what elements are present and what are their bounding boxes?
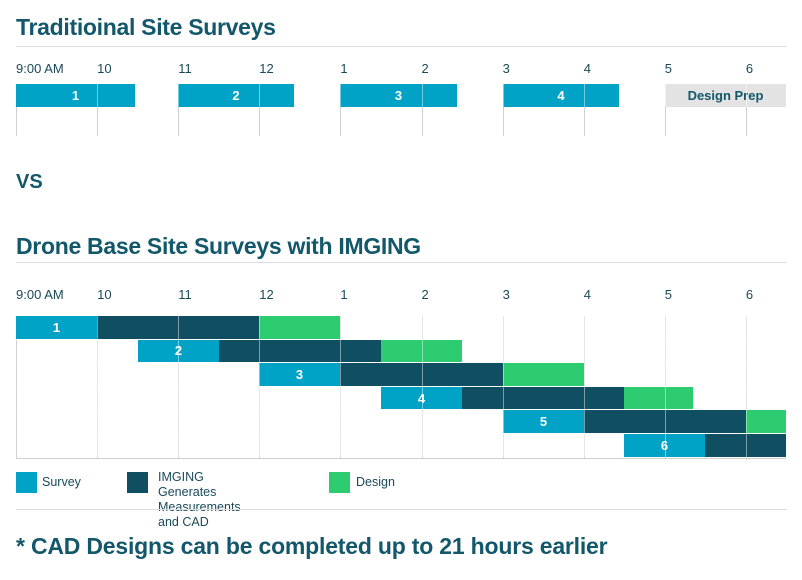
gridline bbox=[340, 316, 341, 458]
bar-survey: 4 bbox=[503, 84, 619, 107]
bar-survey: 2 bbox=[178, 84, 294, 107]
gridline bbox=[422, 84, 423, 136]
gridline-overlay bbox=[422, 84, 423, 107]
x-tick-label: 5 bbox=[664, 287, 673, 302]
bar-imging bbox=[97, 316, 259, 339]
bar-survey: 1 bbox=[16, 316, 97, 339]
x-tick-label: 1 bbox=[340, 61, 348, 76]
gridline bbox=[746, 84, 747, 136]
x-tick-label: 10 bbox=[97, 61, 112, 76]
legend-swatch-imging bbox=[127, 472, 148, 493]
traditional-title-rule bbox=[16, 46, 787, 47]
x-tick-label: 12 bbox=[259, 61, 274, 76]
drone-title-rule bbox=[16, 262, 787, 263]
x-tick-label: 2 bbox=[421, 61, 429, 76]
row-separator bbox=[16, 385, 787, 387]
gridline bbox=[340, 84, 341, 136]
x-tick-label: 3 bbox=[502, 61, 510, 76]
bar-label: 5 bbox=[539, 414, 548, 430]
gridline bbox=[16, 316, 17, 458]
bar-imging bbox=[340, 363, 503, 386]
traditional-title: Traditioinal Site Surveys bbox=[16, 14, 276, 40]
gridline bbox=[178, 84, 179, 136]
x-tick-label: 11 bbox=[178, 287, 192, 302]
bar-label: 2 bbox=[232, 88, 240, 103]
bar-imging bbox=[584, 410, 746, 433]
gridline bbox=[584, 84, 585, 136]
x-tick-label: 12 bbox=[259, 287, 274, 302]
bar-label: Design Prep bbox=[687, 88, 764, 103]
bar-imging bbox=[705, 434, 786, 457]
x-tick-label: 6 bbox=[745, 287, 754, 302]
legend-swatch-survey bbox=[16, 472, 37, 493]
row-separator bbox=[16, 409, 787, 411]
bar-survey: 1 bbox=[16, 84, 135, 107]
gridline-overlay bbox=[178, 84, 179, 107]
gridline bbox=[16, 84, 17, 136]
gridline bbox=[259, 84, 260, 136]
chart-baseline bbox=[16, 458, 787, 459]
bar-design bbox=[503, 363, 584, 386]
bar-survey: 3 bbox=[340, 84, 457, 107]
gridline bbox=[178, 316, 179, 458]
gridline-overlay bbox=[665, 84, 666, 107]
gridline bbox=[746, 316, 747, 458]
bar-design bbox=[381, 339, 462, 363]
x-tick-label: 9:00 AM bbox=[16, 287, 64, 302]
legend-label-design: Design bbox=[356, 475, 395, 489]
footer-note: * CAD Designs can be completed up to 21 … bbox=[16, 533, 608, 559]
bar-survey: 3 bbox=[259, 363, 340, 386]
gridline-overlay bbox=[503, 84, 504, 107]
row-separator bbox=[16, 362, 787, 364]
gridline-overlay bbox=[259, 84, 260, 107]
bar-survey: 2 bbox=[138, 339, 219, 363]
x-tick-label: 10 bbox=[97, 287, 112, 302]
x-tick-label: 4 bbox=[583, 287, 591, 302]
drone-title: Drone Base Site Surveys with IMGING bbox=[16, 233, 421, 259]
x-tick-label: 5 bbox=[664, 61, 673, 76]
bar-label: 2 bbox=[174, 343, 183, 359]
bar-label: 3 bbox=[295, 366, 304, 382]
x-tick-label: 4 bbox=[583, 61, 591, 76]
vs-label: VS bbox=[16, 171, 43, 193]
x-tick-label: 11 bbox=[178, 61, 192, 76]
bar-design bbox=[259, 316, 340, 339]
legend-rule bbox=[16, 509, 787, 510]
row-separator bbox=[16, 433, 787, 434]
gridline bbox=[97, 84, 98, 136]
bar-design-prep: Design Prep bbox=[665, 84, 786, 107]
x-tick-label: 3 bbox=[502, 287, 510, 302]
bar-survey: 4 bbox=[381, 386, 462, 410]
gridline-overlay bbox=[97, 84, 98, 107]
bar-label: 6 bbox=[660, 437, 669, 453]
bar-imging bbox=[219, 339, 381, 363]
legend-label-survey: Survey bbox=[42, 475, 81, 489]
bar-design bbox=[624, 386, 693, 410]
gridline bbox=[665, 84, 666, 136]
bar-survey: 5 bbox=[503, 410, 584, 433]
legend-label-imging: IMGING Generates Measurements and CAD bbox=[158, 470, 241, 529]
x-tick-label: 9:00 AM bbox=[16, 61, 64, 76]
bar-label: 1 bbox=[71, 88, 80, 103]
gridline bbox=[259, 316, 260, 458]
bar-survey: 6 bbox=[624, 434, 705, 457]
bar-label: 1 bbox=[52, 319, 61, 335]
x-tick-label: 1 bbox=[340, 287, 348, 302]
gridline-overlay bbox=[584, 84, 585, 107]
bar-label: 4 bbox=[417, 390, 426, 406]
gridline bbox=[97, 316, 98, 458]
row-separator bbox=[16, 338, 787, 340]
bar-imging bbox=[462, 386, 624, 410]
bar-label: 4 bbox=[557, 88, 565, 103]
gridline-overlay bbox=[746, 84, 747, 107]
bar-label: 3 bbox=[394, 88, 403, 103]
x-tick-label: 6 bbox=[745, 61, 754, 76]
legend-swatch-design bbox=[329, 472, 350, 493]
gridline-overlay bbox=[340, 84, 341, 107]
x-tick-label: 2 bbox=[421, 287, 429, 302]
gridline bbox=[503, 84, 504, 136]
bar-design bbox=[746, 410, 786, 433]
